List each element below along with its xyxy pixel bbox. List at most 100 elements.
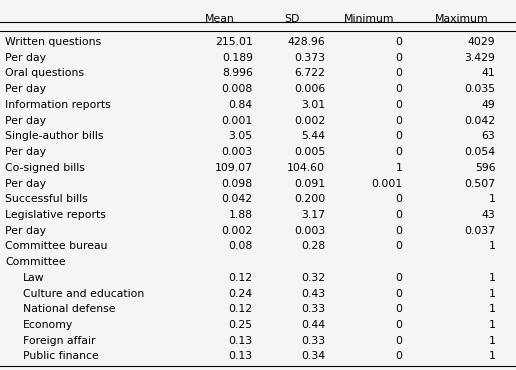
Text: 1: 1 — [396, 163, 402, 173]
Text: Law: Law — [23, 273, 45, 283]
Text: Committee bureau: Committee bureau — [5, 241, 108, 252]
Text: Minimum: Minimum — [344, 14, 394, 24]
Text: Mean: Mean — [204, 14, 234, 24]
Text: 1: 1 — [489, 320, 495, 330]
Text: 0: 0 — [395, 37, 402, 47]
Text: 0.005: 0.005 — [294, 147, 325, 157]
Text: Co-signed bills: Co-signed bills — [5, 163, 85, 173]
Text: 6.722: 6.722 — [294, 68, 325, 78]
Text: 0.200: 0.200 — [294, 194, 325, 204]
Text: 0.098: 0.098 — [222, 178, 253, 189]
Text: 0.24: 0.24 — [229, 289, 253, 299]
Text: Committee: Committee — [5, 257, 66, 267]
Text: 0.25: 0.25 — [229, 320, 253, 330]
Text: 0.507: 0.507 — [464, 178, 495, 189]
Text: 0.054: 0.054 — [464, 147, 495, 157]
Text: Information reports: Information reports — [5, 100, 111, 110]
Text: Legislative reports: Legislative reports — [5, 210, 106, 220]
Text: 0.44: 0.44 — [301, 320, 325, 330]
Text: 0.035: 0.035 — [464, 84, 495, 94]
Text: 1: 1 — [489, 273, 495, 283]
Text: 0: 0 — [395, 100, 402, 110]
Text: 4029: 4029 — [467, 37, 495, 47]
Text: 596: 596 — [475, 163, 495, 173]
Text: 49: 49 — [481, 100, 495, 110]
Text: 1.88: 1.88 — [229, 210, 253, 220]
Text: Per day: Per day — [5, 226, 46, 236]
Text: 1: 1 — [489, 352, 495, 361]
Text: 0.34: 0.34 — [301, 352, 325, 361]
Text: Maximum: Maximum — [435, 14, 489, 24]
Text: 0.001: 0.001 — [371, 178, 402, 189]
Text: 0.33: 0.33 — [301, 336, 325, 346]
Text: 428.96: 428.96 — [287, 37, 325, 47]
Text: 0.091: 0.091 — [294, 178, 325, 189]
Text: 0.43: 0.43 — [301, 289, 325, 299]
Text: SD: SD — [284, 14, 299, 24]
Text: 0.008: 0.008 — [221, 84, 253, 94]
Text: 1: 1 — [489, 304, 495, 314]
Text: Foreign affair: Foreign affair — [23, 336, 96, 346]
Text: 0: 0 — [395, 320, 402, 330]
Text: 109.07: 109.07 — [215, 163, 253, 173]
Text: 3.01: 3.01 — [301, 100, 325, 110]
Text: 0.002: 0.002 — [294, 115, 325, 126]
Text: 0: 0 — [395, 147, 402, 157]
Text: 41: 41 — [481, 68, 495, 78]
Text: 0.28: 0.28 — [301, 241, 325, 252]
Text: 3.05: 3.05 — [229, 131, 253, 141]
Text: Oral questions: Oral questions — [5, 68, 84, 78]
Text: 0: 0 — [395, 210, 402, 220]
Text: 1: 1 — [489, 289, 495, 299]
Text: 3.17: 3.17 — [301, 210, 325, 220]
Text: Per day: Per day — [5, 84, 46, 94]
Text: Single-author bills: Single-author bills — [5, 131, 104, 141]
Text: 0: 0 — [395, 226, 402, 236]
Text: 0.33: 0.33 — [301, 304, 325, 314]
Text: 0: 0 — [395, 241, 402, 252]
Text: 0.12: 0.12 — [229, 304, 253, 314]
Text: 0.84: 0.84 — [229, 100, 253, 110]
Text: 0.373: 0.373 — [294, 53, 325, 63]
Text: 0: 0 — [395, 273, 402, 283]
Text: 0.003: 0.003 — [294, 226, 325, 236]
Text: Per day: Per day — [5, 115, 46, 126]
Text: 0.08: 0.08 — [229, 241, 253, 252]
Text: 0.189: 0.189 — [222, 53, 253, 63]
Text: Written questions: Written questions — [5, 37, 101, 47]
Text: 0: 0 — [395, 304, 402, 314]
Text: 0.003: 0.003 — [221, 147, 253, 157]
Text: 0.042: 0.042 — [464, 115, 495, 126]
Text: 43: 43 — [481, 210, 495, 220]
Text: Public finance: Public finance — [23, 352, 99, 361]
Text: Culture and education: Culture and education — [23, 289, 144, 299]
Text: 0.042: 0.042 — [222, 194, 253, 204]
Text: Per day: Per day — [5, 53, 46, 63]
Text: 0: 0 — [395, 53, 402, 63]
Text: 215.01: 215.01 — [215, 37, 253, 47]
Text: 0.32: 0.32 — [301, 273, 325, 283]
Text: 1: 1 — [489, 241, 495, 252]
Text: 3.429: 3.429 — [464, 53, 495, 63]
Text: 0: 0 — [395, 68, 402, 78]
Text: 0: 0 — [395, 352, 402, 361]
Text: 0.001: 0.001 — [221, 115, 253, 126]
Text: 0: 0 — [395, 131, 402, 141]
Text: 0: 0 — [395, 115, 402, 126]
Text: 1: 1 — [489, 194, 495, 204]
Text: Per day: Per day — [5, 147, 46, 157]
Text: 0.13: 0.13 — [229, 336, 253, 346]
Text: 0: 0 — [395, 336, 402, 346]
Text: 1: 1 — [489, 336, 495, 346]
Text: 0.002: 0.002 — [221, 226, 253, 236]
Text: 8.996: 8.996 — [222, 68, 253, 78]
Text: Successful bills: Successful bills — [5, 194, 88, 204]
Text: 0.12: 0.12 — [229, 273, 253, 283]
Text: National defense: National defense — [23, 304, 116, 314]
Text: 0: 0 — [395, 194, 402, 204]
Text: 104.60: 104.60 — [287, 163, 325, 173]
Text: 0: 0 — [395, 84, 402, 94]
Text: 0: 0 — [395, 289, 402, 299]
Text: 0.006: 0.006 — [294, 84, 325, 94]
Text: Per day: Per day — [5, 178, 46, 189]
